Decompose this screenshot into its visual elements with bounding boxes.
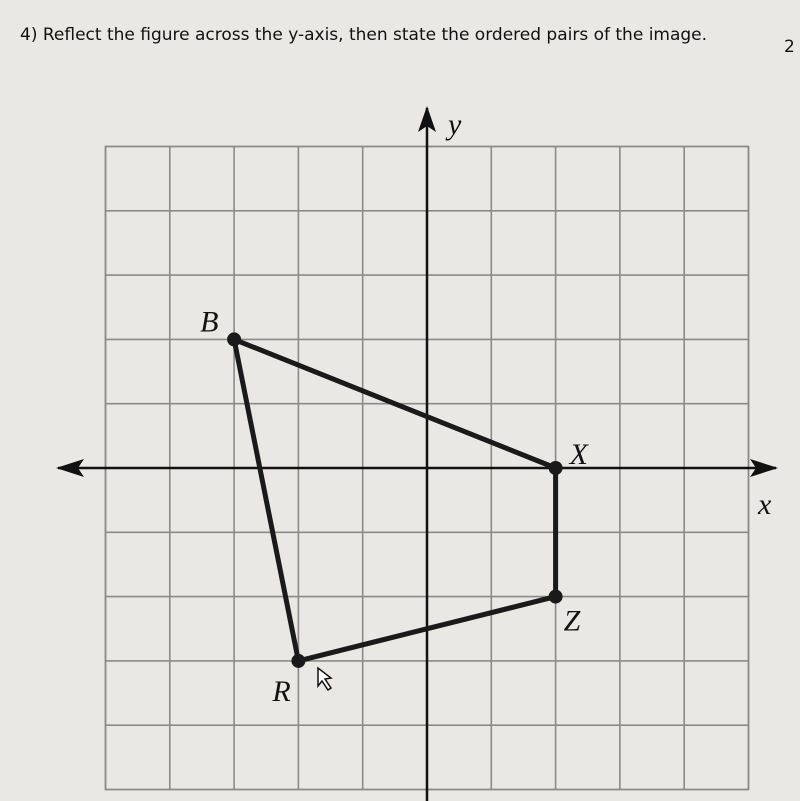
arrow xyxy=(750,459,778,477)
vertex-label: X xyxy=(569,438,590,471)
arrow xyxy=(56,459,84,477)
x-axis-label: x xyxy=(757,488,772,521)
vertex xyxy=(291,653,306,668)
points-label: 2 xyxy=(784,37,795,57)
question-text: 4) Reflect the figure across the y-axis,… xyxy=(20,25,707,45)
vertex-label: Z xyxy=(564,605,581,638)
cursor xyxy=(317,666,333,692)
vertex-label: B xyxy=(200,305,218,338)
vertex xyxy=(548,589,563,604)
y-axis-label: y xyxy=(445,108,462,141)
arrow xyxy=(418,106,436,132)
vertex xyxy=(548,461,563,475)
vertex xyxy=(227,332,242,347)
vertex-label: R xyxy=(271,675,290,708)
